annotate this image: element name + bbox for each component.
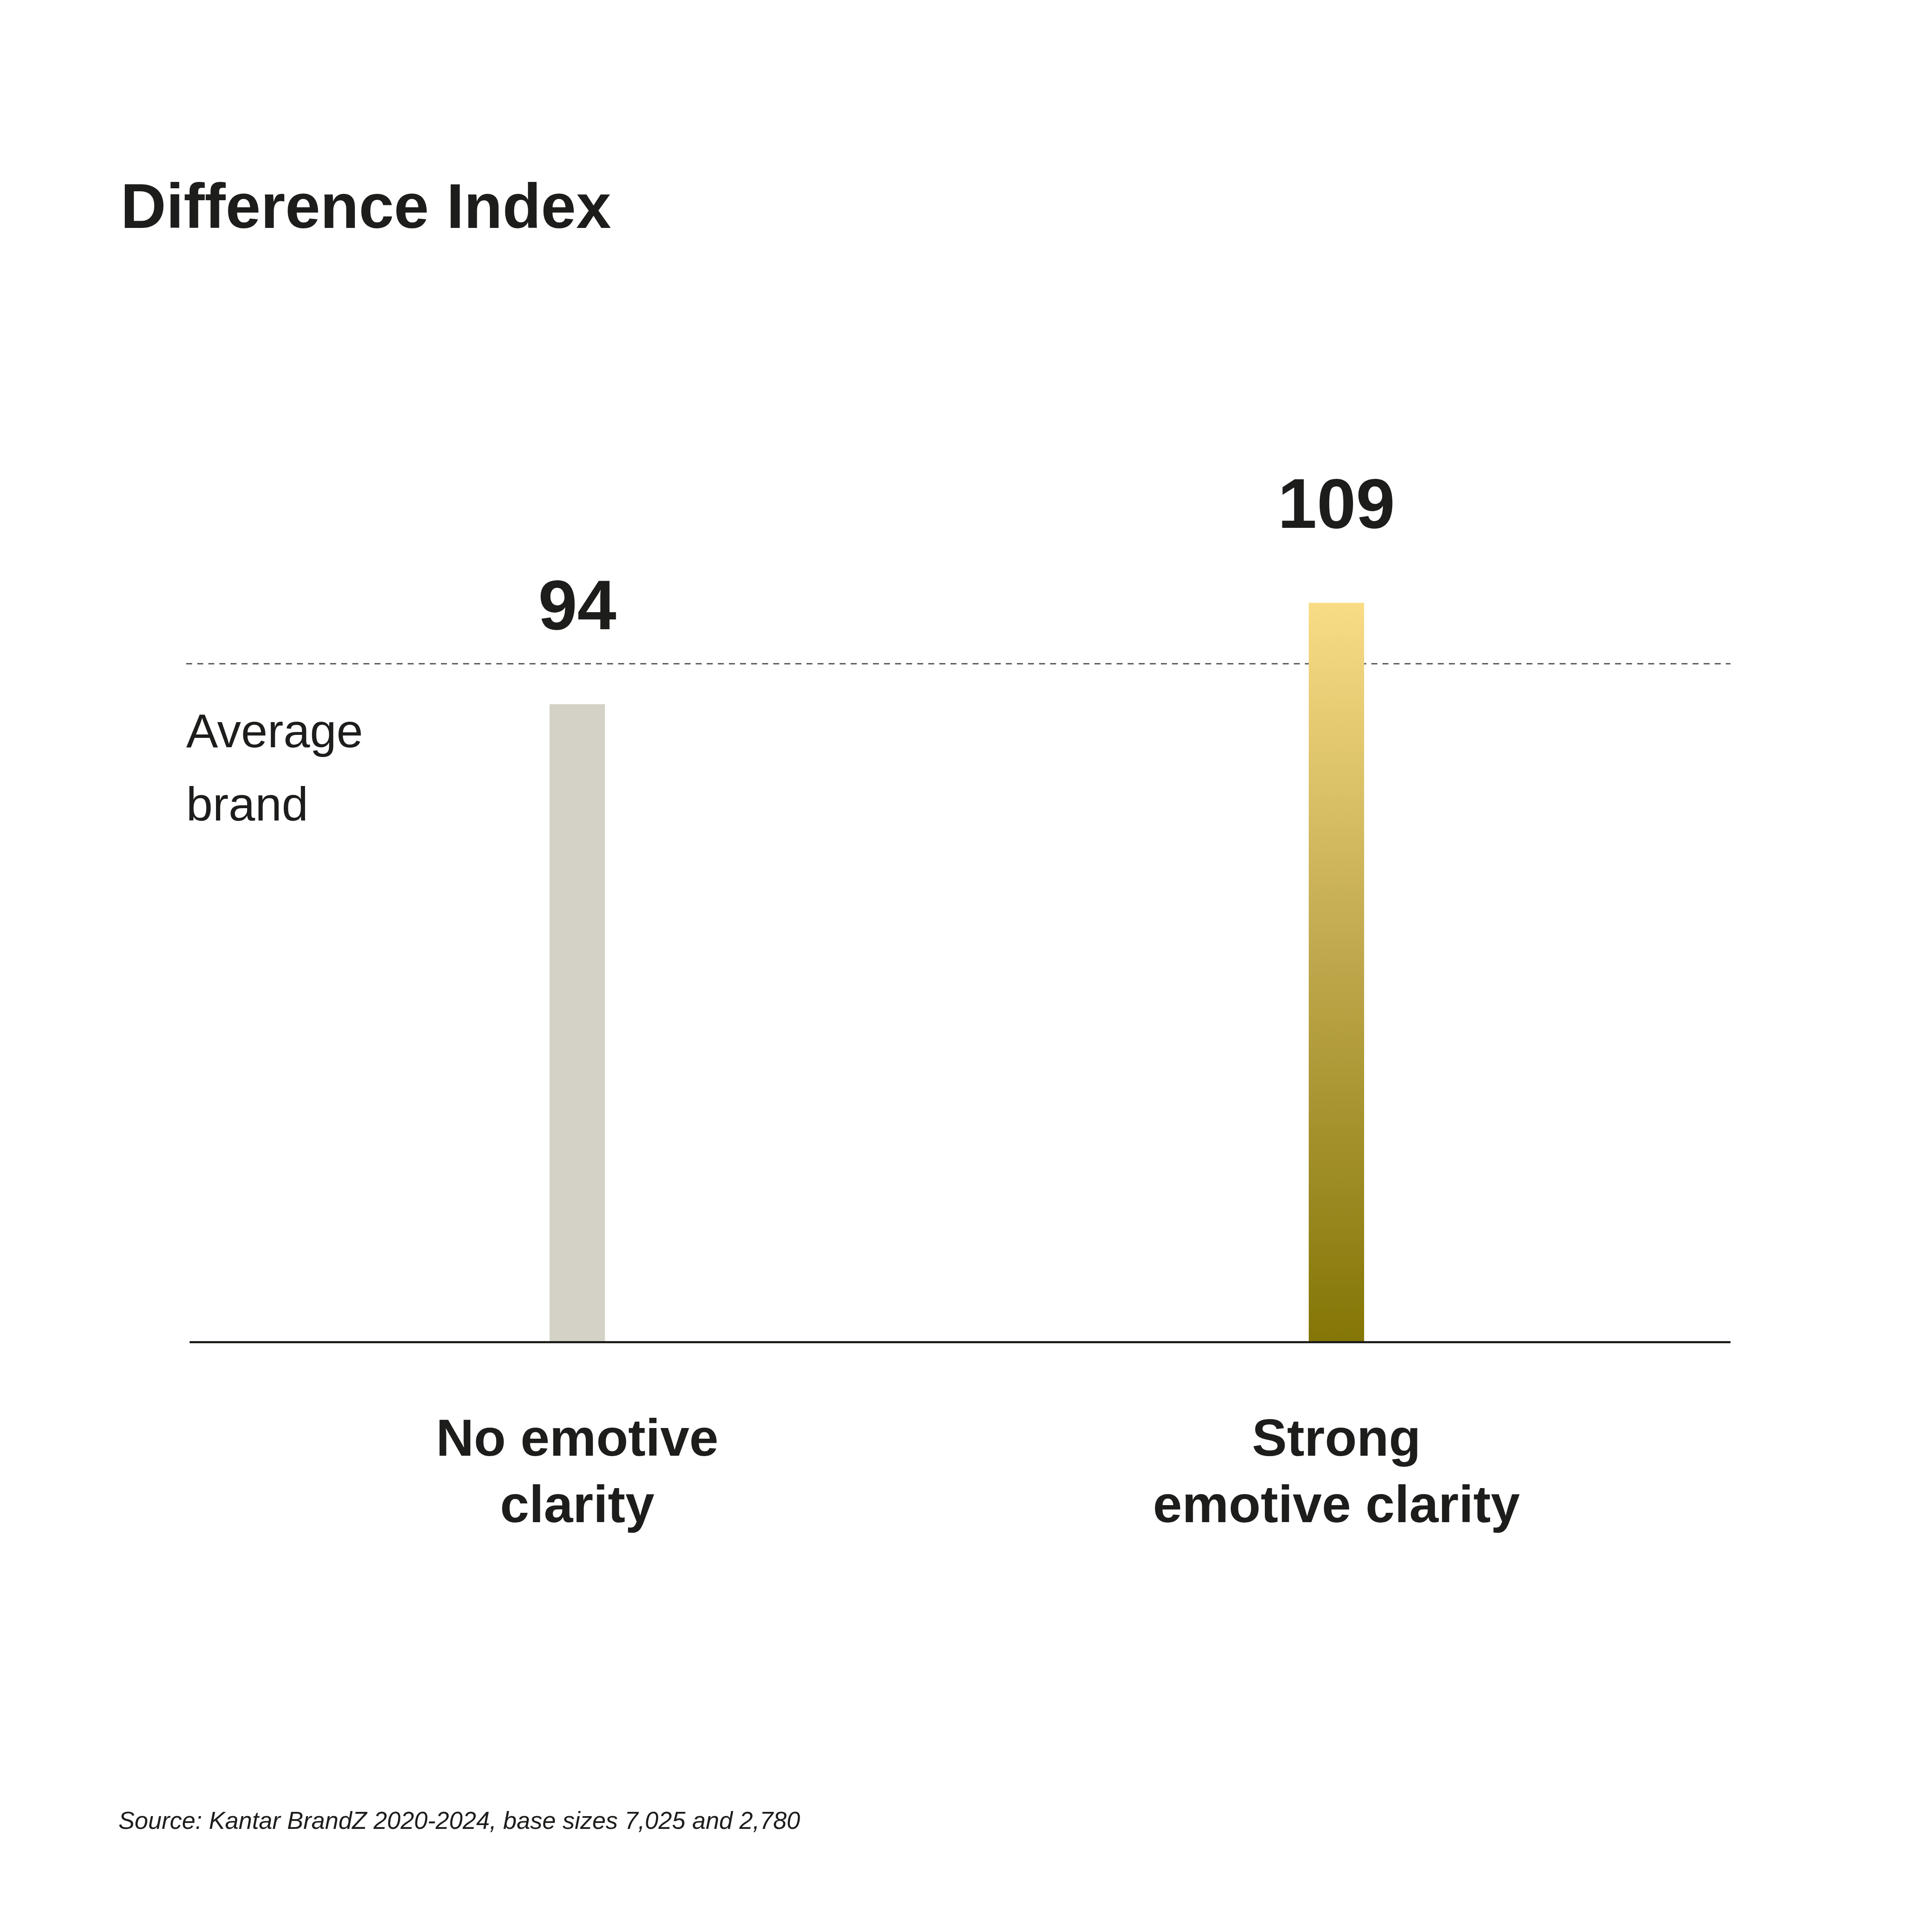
category-label-line2: clarity — [236, 1471, 918, 1538]
category-label-line2: emotive clarity — [996, 1471, 1677, 1538]
value-label-strong-clarity: 109 — [1123, 469, 1549, 539]
x-axis-line — [190, 1341, 1730, 1343]
category-label-line1: Strong — [996, 1405, 1677, 1471]
category-label-no-emotive-clarity: No emotive clarity — [236, 1405, 918, 1538]
value-label-no-clarity: 94 — [364, 570, 790, 640]
bar-strong-emotive-clarity — [1309, 603, 1364, 1341]
category-label-line1: No emotive — [236, 1405, 918, 1471]
reference-label-line2: brand — [186, 768, 363, 841]
plot-area: Average brand 94 109 — [0, 0, 1932, 1341]
reference-label-line1: Average — [186, 694, 363, 768]
bar-no-emotive-clarity — [550, 704, 605, 1341]
category-label-strong-emotive-clarity: Strong emotive clarity — [996, 1405, 1677, 1538]
chart-page: Difference Index Average brand 94 109 No… — [0, 0, 1932, 1932]
source-note: Source: Kantar BrandZ 2020-2024, base si… — [118, 1806, 800, 1834]
average-reference-line — [186, 663, 1730, 665]
reference-line-label: Average brand — [186, 694, 363, 841]
